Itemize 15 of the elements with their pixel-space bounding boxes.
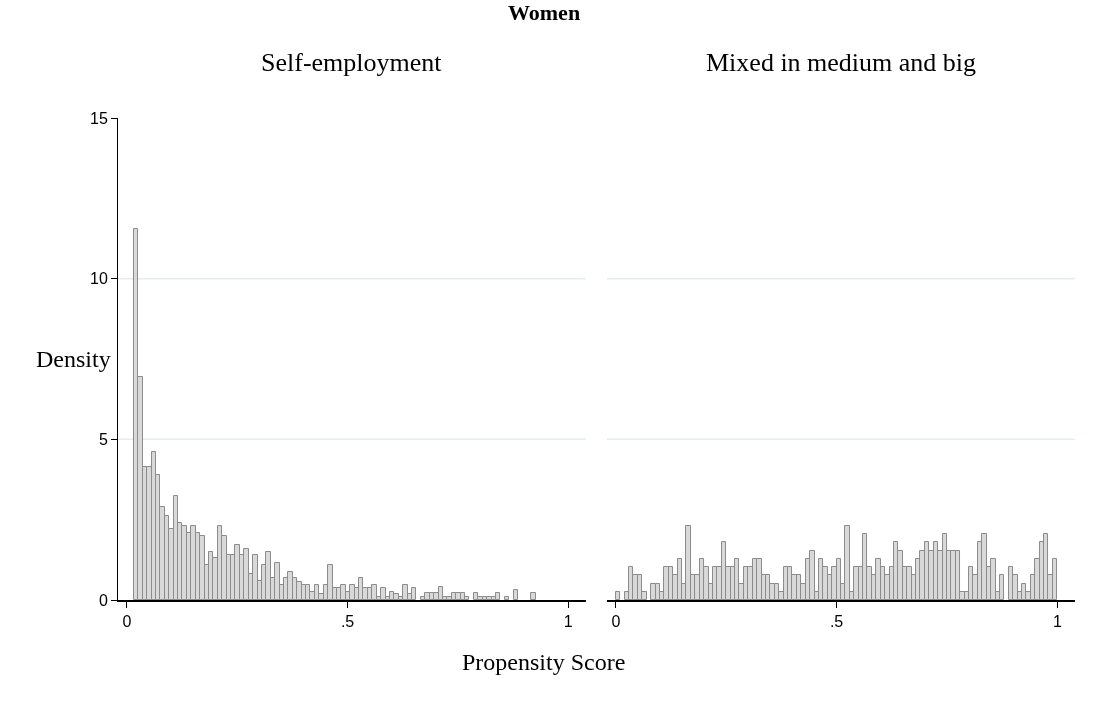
x-tick-label: 1 <box>563 612 573 630</box>
text: Women <box>508 0 581 25</box>
x-tick-label: 0 <box>122 612 132 630</box>
y-axis-title: Density <box>36 346 111 372</box>
y-tick-label: 0 <box>98 591 108 609</box>
x-tick-label: .5 <box>829 612 844 630</box>
y-tick-label: 15 <box>90 109 108 127</box>
x-axis-title: Propensity Score <box>462 649 626 675</box>
y-tick-label: 10 <box>90 270 108 288</box>
x-tick-label: 0 <box>611 612 621 630</box>
chart-title: Mixed in medium and big <box>706 48 977 77</box>
chart-title: Self-employment <box>261 48 443 77</box>
x-tick-label: .5 <box>340 612 355 630</box>
y-tick-label: 5 <box>98 430 108 448</box>
x-tick-label: 1 <box>1052 612 1062 630</box>
